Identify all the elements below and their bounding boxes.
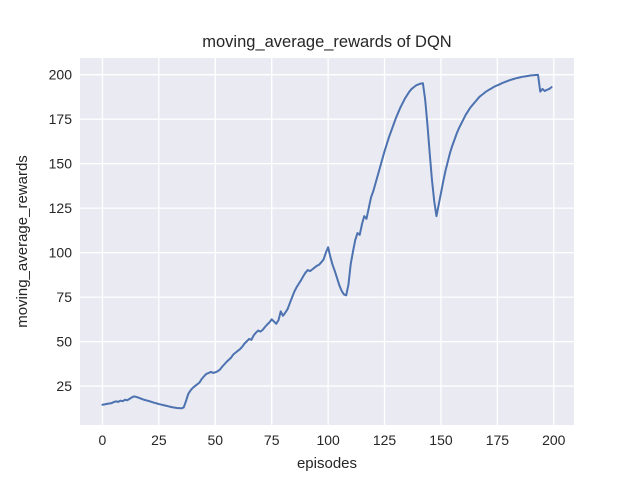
y-tick-label: 150 (49, 156, 73, 172)
y-tick-label: 175 (49, 111, 73, 127)
grid-lines (80, 58, 574, 425)
y-tick-labels: 25 50 75 100 125 150 175 200 (49, 67, 73, 394)
chart-title: moving_average_rewards of DQN (202, 33, 451, 51)
y-tick-label: 50 (56, 334, 72, 350)
x-tick-label: 0 (99, 432, 107, 448)
y-axis-label: moving_average_rewards (14, 155, 31, 328)
x-tick-label: 125 (373, 432, 397, 448)
x-tick-label: 25 (151, 432, 167, 448)
x-tick-labels: 0 25 50 75 100 125 150 175 200 (99, 432, 566, 448)
x-axis-label: episodes (297, 455, 357, 472)
y-tick-label: 75 (56, 289, 72, 305)
x-tick-label: 100 (316, 432, 340, 448)
axes-background (80, 58, 574, 425)
y-tick-label: 200 (49, 67, 73, 83)
y-tick-label: 25 (56, 378, 72, 394)
y-tick-label: 100 (49, 245, 73, 261)
series-line (101, 73, 553, 410)
x-tick-label: 175 (486, 432, 510, 448)
x-tick-label: 50 (208, 432, 224, 448)
x-tick-label: 200 (542, 432, 566, 448)
y-tick-label: 125 (49, 200, 73, 216)
series-group (101, 73, 553, 410)
x-tick-label: 75 (264, 432, 280, 448)
x-tick-label: 150 (429, 432, 453, 448)
